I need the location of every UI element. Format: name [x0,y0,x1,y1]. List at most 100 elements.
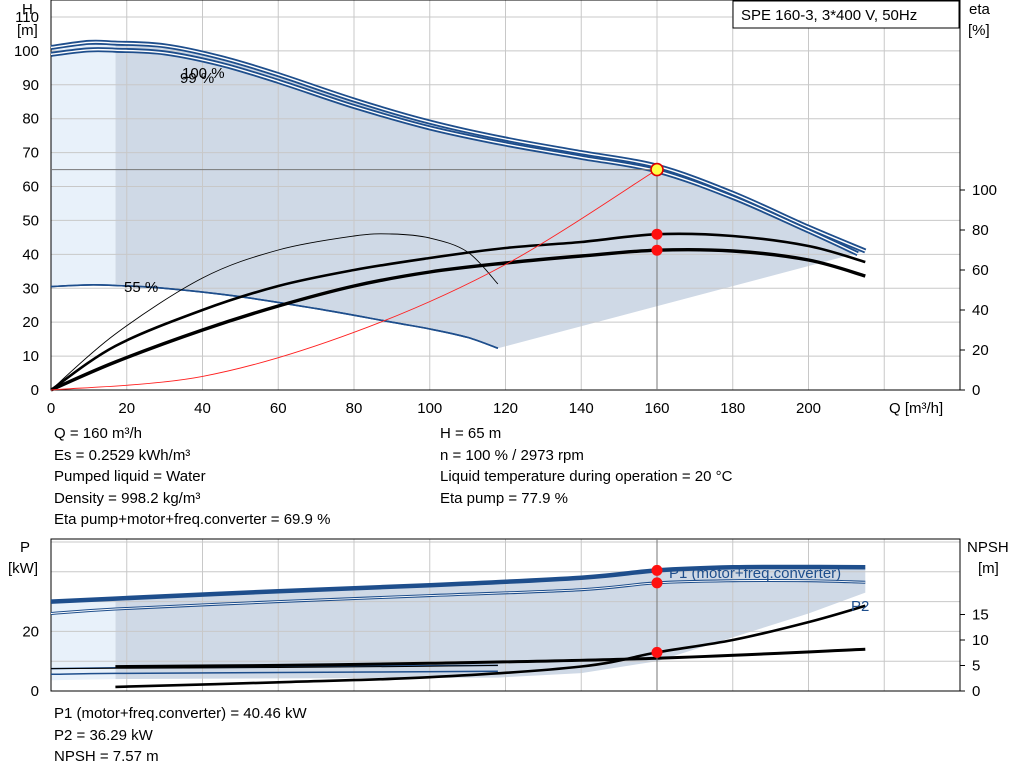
x-tick-label: 20 [118,400,135,417]
h-tick-label: 0 [31,382,39,399]
info-temperature: Liquid temperature during operation = 20… [440,468,733,485]
h-tick-label: 40 [22,246,39,263]
npsh-tick-label: 15 [972,607,989,624]
x-tick-label: 100 [417,400,442,417]
curve-99-percent-group [50,47,859,256]
p2-marker [651,577,663,589]
npsh-curve [115,604,866,689]
chart-title-box: SPE 160-3, 3*400 V, 50Hz [732,0,960,29]
info-speed: n = 100 % / 2973 rpm [440,446,584,464]
curve-100-percent-highlight [50,41,866,252]
info-head: H = 65 m [440,425,502,442]
x-axis-label: Q [m³/h] [889,400,943,417]
curve-99-percent-highlight [50,48,858,255]
h-tick-label: 30 [22,280,39,297]
info-p1: P1 (motor+freq.converter) = 40.46 kW [54,705,307,722]
x-tick-label: 60 [270,400,287,417]
bottom-markers [651,539,663,691]
operating-range-area [51,43,866,349]
bottom-tick-labels: 0 20 0 5 10 15 [22,607,988,701]
x-tick-label: 40 [194,400,211,417]
eta-tick-label: 80 [972,222,989,239]
p-axis-unit: [kW] [8,560,38,577]
h-tick-label: 80 [22,111,39,128]
curve-100-percent-group [50,39,867,254]
eta-axis-label: eta [969,1,991,18]
min-flow-area [51,43,116,287]
info-liquid: Pumped liquid = Water [54,468,206,485]
eta-tick-label: 100 [972,182,997,199]
top-markers [51,162,664,390]
p1-curve [50,564,866,604]
npsh-55-percent-curve [50,664,498,670]
x-tick-label: 0 [47,400,55,417]
power-range-area [51,567,866,681]
info-npsh: NPSH = 7.57 m [54,748,159,765]
info-top-right: H = 65 m n = 100 % / 2973 rpm Liquid tem… [440,423,732,509]
curve-55-percent-group [50,284,499,350]
top-grid [51,0,960,390]
h-tick-label: 50 [22,212,39,229]
h-tick-label: 20 [22,314,39,331]
eta-tick-label: 60 [972,262,989,279]
curve-label-100: 100 % [182,65,225,82]
bottom-curves [50,564,866,689]
top-curves [50,39,867,392]
power-area [115,567,866,680]
info-density: Density = 998.2 kg/m³ [54,489,201,507]
system-curve [50,169,658,391]
info-eta-total: Eta pump+motor+freq.converter = 69.9 % [54,511,331,528]
h-tick-label: 10 [22,348,39,365]
operating-area [115,43,866,349]
h-axis-label: H [22,1,33,18]
eta-pump-marker [651,228,663,240]
info-energy: Es = 0.2529 kWh/m³ [54,446,191,464]
eta-tick-label: 0 [972,382,980,399]
npsh-axis-unit: [m] [978,560,999,577]
chart-title: SPE 160-3, 3*400 V, 50Hz [741,7,917,24]
p2-55-percent-curve [50,670,498,676]
npsh-axis-label: NPSH [967,539,1009,556]
eta-tick-label: 20 [972,342,989,359]
npsh-marker [651,646,663,658]
h-tick-label: 60 [22,179,39,196]
operating-point-marker [650,162,664,177]
top-plot-frame [50,0,961,391]
info-flow: Q = 160 m³/h [54,425,142,442]
top-tick-labels: 0 20 40 60 80 100 120 140 160 180 2000102030405060… [14,9,997,417]
bottom-grid [51,539,960,691]
x-tick-label: 180 [720,400,745,417]
eta-55-percent-curve [50,233,499,391]
x-tick-label: 140 [569,400,594,417]
eta-total-marker [651,244,663,256]
p1-marker [651,564,663,576]
h-axis-unit: [m] [17,22,38,39]
info-top-left: Q = 160 m³/h Es = 0.2529 kWh/m³ Pumped l… [54,423,330,531]
curve-label-p2: P2 [851,598,869,615]
h-tick-label: 70 [22,145,39,162]
info-eta-pump: Eta pump = 77.9 % [440,489,568,507]
curve-label-99: 99 % [180,70,214,87]
npsh-tick-label: 0 [972,683,980,700]
eta-total-curve [50,247,866,392]
eta-pump-curve [50,232,866,392]
npsh-tick-label: 10 [972,632,989,649]
p-total-low-curve [115,647,866,669]
p2-curve-highlight [50,580,866,614]
h-tick-label: 100 [14,43,39,60]
p-tick-label: 20 [22,623,39,640]
h-tick-label: 110 [15,9,39,26]
power-min-flow-area [51,598,116,681]
info-bottom: P1 (motor+freq.converter) = 40.46 kW P2 … [54,703,307,768]
x-tick-label: 80 [346,400,363,417]
curve-label-p1: P1 (motor+freq.converter) [669,565,841,582]
p-axis-label: P [20,539,30,556]
npsh-tick-label: 5 [972,658,980,675]
p-tick-label: 0 [31,683,39,700]
x-tick-label: 200 [796,400,821,417]
curve-55-percent-highlight [50,284,499,350]
h-tick-label: 90 [22,77,39,94]
info-p2: P2 = 36.29 kW [54,726,153,744]
x-tick-label: 160 [644,400,669,417]
x-tick-label: 120 [493,400,518,417]
